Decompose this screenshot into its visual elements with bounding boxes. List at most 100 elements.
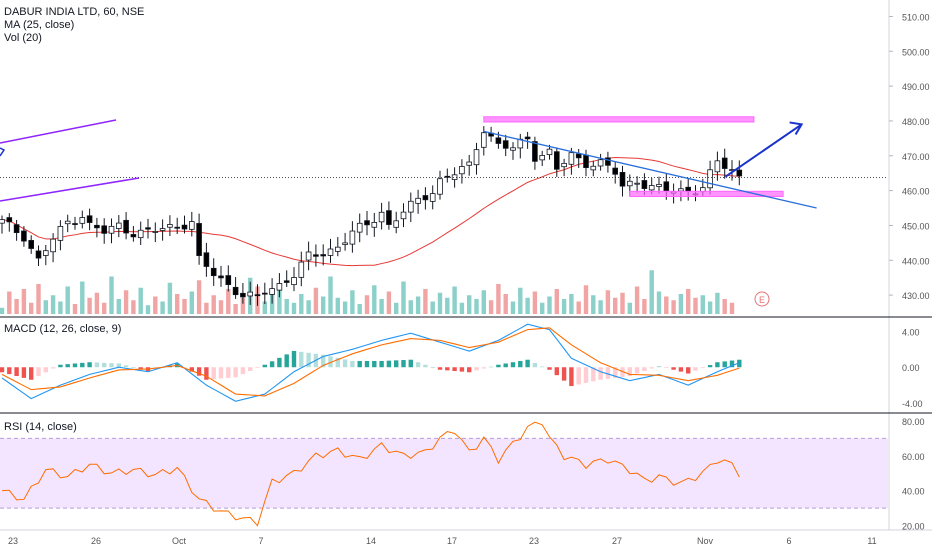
volume-bar (240, 297, 246, 314)
volume-bar (328, 276, 333, 314)
candle-body (130, 234, 137, 238)
macd-histogram-bar (401, 360, 406, 368)
macd-histogram-bar (72, 363, 78, 368)
volume-bar (43, 300, 48, 314)
volume-bar (7, 291, 12, 314)
candle-body (539, 155, 545, 161)
candle-body (86, 215, 93, 223)
macd-histogram-bar (321, 354, 326, 368)
price-tick-label: 480.00 (902, 117, 930, 127)
time-tick-label: 14 (366, 536, 376, 546)
left-arrow-icon (0, 147, 6, 157)
volume-bar (540, 302, 545, 314)
price-axis[interactable]: 510.00 500.00 490.00 480.00 470.00 460.00 450.… (889, 12, 930, 301)
volume-bar (21, 289, 27, 314)
macd-histogram-bar (269, 361, 275, 368)
candle-body (678, 188, 684, 192)
candle-body (583, 154, 589, 169)
macd-histogram-bar (569, 367, 574, 387)
macd-histogram-bar (240, 367, 246, 375)
macd-histogram-bar (14, 367, 19, 377)
price-tick-label: 460.00 (902, 187, 930, 197)
macd-histogram-bar (328, 356, 333, 368)
macd-histogram-bar (613, 367, 618, 378)
candle-body (152, 231, 159, 233)
volume-bar (189, 291, 194, 314)
macd-histogram-bar (36, 367, 41, 377)
macd-histogram-bar (488, 366, 494, 368)
volume-bar (277, 284, 282, 314)
volume-bar (693, 297, 698, 314)
volume-legend[interactable]: Vol (20) (4, 32, 42, 44)
candle-body (349, 230, 356, 245)
macd-histogram-bar (554, 367, 559, 376)
macd-histogram-bar (372, 360, 377, 368)
price-tick-label: 510.00 (902, 12, 930, 22)
channel-upper-line (0, 119, 117, 144)
candle-body (400, 211, 407, 220)
volume-bar (518, 287, 523, 314)
rsi-band (0, 438, 888, 509)
volume-bar (452, 286, 457, 314)
macd-histogram-bar (481, 367, 486, 369)
macd-histogram-bar (686, 367, 691, 374)
symbol-title[interactable]: DABUR INDIA LTD, 60, NSE (4, 6, 145, 18)
macd-histogram-bar (43, 367, 48, 373)
volume-bar (700, 295, 705, 314)
volume-bar (116, 299, 121, 314)
candle-body (283, 280, 290, 283)
candle-body (188, 221, 195, 230)
macd-histogram-bar (634, 367, 640, 374)
candle-body (554, 151, 560, 170)
candle-body (568, 152, 575, 165)
user-drawings[interactable] (0, 116, 888, 209)
macd-histogram-bar (102, 362, 107, 368)
macd-histogram-bar (729, 360, 735, 368)
macd-histogram-bar (715, 362, 720, 368)
volume-bar (211, 295, 216, 314)
candle-body (334, 246, 341, 252)
macd-histogram-bar (452, 367, 457, 371)
candle-body (502, 140, 509, 149)
macd-histogram-bar (21, 367, 27, 378)
candle-body (254, 294, 261, 297)
candle-body (276, 283, 283, 291)
volume-bar (153, 296, 158, 314)
macd-legend[interactable]: MACD (12, 26, close, 9) (4, 323, 122, 335)
rsi-legend[interactable]: RSI (14, close) (4, 421, 77, 433)
macd-histogram-bar (138, 367, 143, 370)
volume-bar (14, 299, 19, 314)
ma-legend[interactable]: MA (25, close) (4, 19, 75, 31)
candle-body (13, 224, 20, 234)
volume-bar (671, 300, 676, 314)
signal-line (1, 327, 740, 397)
macd-histogram-bar (379, 360, 384, 368)
candle-body (663, 181, 670, 192)
macd-histogram-bar (591, 367, 596, 382)
candle-body (605, 157, 611, 166)
candle-body (79, 217, 86, 224)
candle-body (35, 250, 42, 259)
rsi-tick-label: 60.00 (902, 452, 925, 462)
macd-histogram-bar (649, 367, 654, 369)
macd-histogram-bar (364, 360, 370, 368)
macd-histogram-bar (218, 367, 224, 379)
volume-bar (415, 296, 421, 314)
time-axis[interactable]: 23 26 Oct 7 14 17 23 27 Nov 6 11 (8, 536, 877, 546)
earnings-event-icon[interactable] (754, 291, 770, 307)
macd-histogram-bar (700, 367, 705, 369)
macd-histogram-bar (29, 367, 34, 380)
candle-body (108, 225, 115, 234)
candle-body (407, 200, 414, 213)
macd-histogram-bar (80, 362, 85, 368)
macd-histogram-bar (656, 365, 662, 368)
price-tick-label: 490.00 (902, 82, 930, 92)
volume-bar (87, 297, 92, 314)
macd-histogram-bar (342, 359, 348, 368)
candle-body (634, 182, 640, 185)
price-tick-label: 500.00 (902, 47, 930, 57)
candle-body (393, 220, 399, 228)
macd-histogram-bar (415, 362, 421, 368)
volume-bar (299, 294, 304, 314)
